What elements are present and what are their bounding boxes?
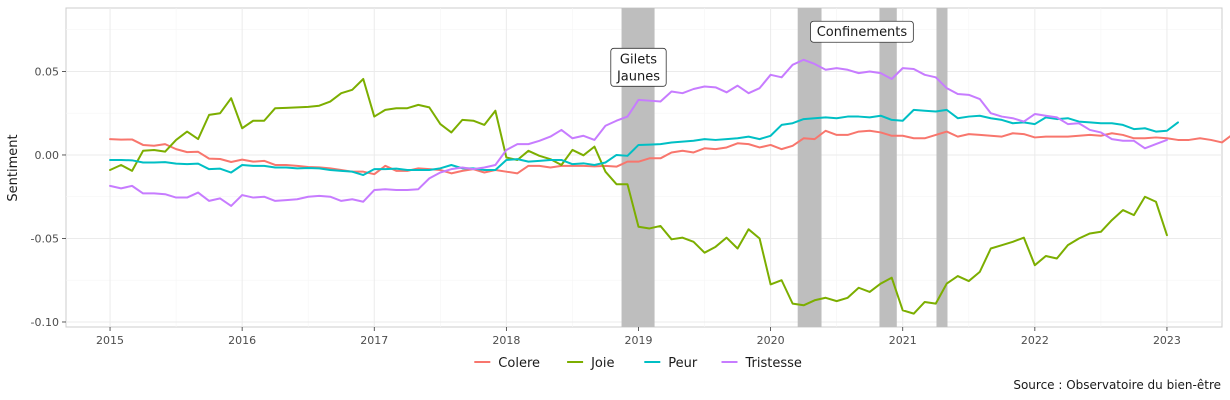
x-tick-label: 2021 [889,334,917,347]
legend: Colere Joie Peur Tristesse [474,356,802,371]
y-tick-label: -0.10 [31,316,59,329]
legend-label: Tristesse [745,356,802,371]
shaded-period [936,8,948,327]
x-tick-label: 2015 [96,334,124,347]
annotation-text: Gilets [620,52,657,67]
x-tick-label: 2017 [360,334,388,347]
legend-item-joie: Joie [567,356,615,371]
x-tick-label: 2019 [624,334,652,347]
annotations: Gilets Jaunes Confinements [610,20,914,87]
x-tick-label: 2020 [757,334,785,347]
x-tick-label: 2023 [1153,334,1181,347]
annotation-text: Confinements [817,25,908,40]
legend-label: Colere [498,356,540,371]
x-tick-label: 2022 [1021,334,1049,347]
caption: Source : Observatoire du bien-être [1013,378,1221,392]
legend-item-colere: Colere [474,356,540,371]
shaded-period [797,8,822,327]
y-tick-label: -0.05 [31,232,59,245]
y-tick-label: 0.05 [35,65,60,78]
x-tick-label: 2018 [492,334,520,347]
shaded-period [879,8,897,327]
y-tick-label: 0.00 [35,149,60,162]
series-line-colere [109,129,1230,176]
series-line-tristesse [109,58,1168,207]
annotation-box [810,20,914,43]
legend-label: Peur [668,356,698,371]
annotation-label: Confinements [810,20,914,43]
legend-item-peur: Peur [644,356,698,371]
legend-label: Joie [590,356,614,371]
x-axis: 2015 2016 2017 2018 2019 2020 2021 2022 2023 [96,327,1181,347]
annotation-label: Gilets Jaunes [610,47,667,87]
annotation-box [610,47,667,87]
annotation-text: Jaunes [616,69,660,84]
x-tick-label: 2016 [228,334,256,347]
series-line-peur [109,108,1179,177]
legend-item-tristesse: Tristesse [721,356,802,371]
y-axis: 0.05 0.00 -0.05 -0.10 [31,65,66,329]
series-lines [109,58,1230,315]
series-line-joie [109,77,1168,315]
y-axis-title: Sentiment [6,134,21,201]
